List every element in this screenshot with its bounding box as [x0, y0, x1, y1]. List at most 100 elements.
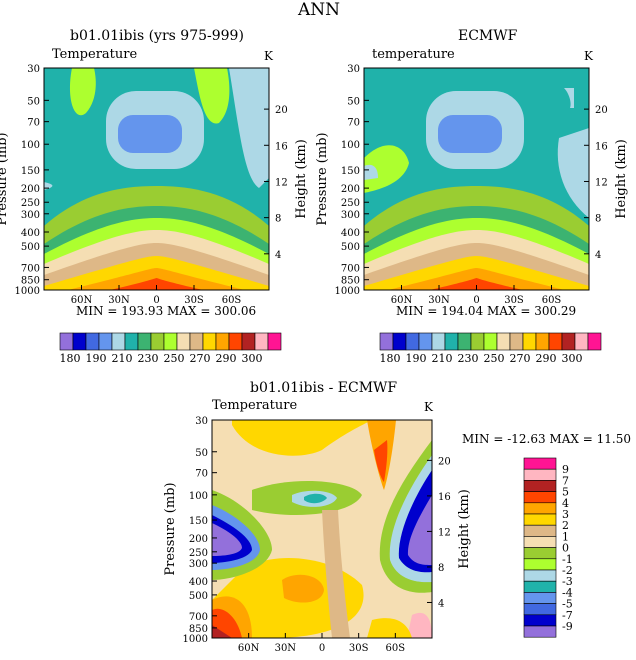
colorbar-swatch — [137, 332, 152, 351]
colorbar-swatch — [574, 332, 589, 351]
colorbar-swatch — [509, 332, 524, 351]
pressure-tick-label: 30 — [27, 64, 40, 75]
colorbar-swatch — [496, 332, 511, 351]
contour-patch — [282, 574, 324, 603]
colorbar-label: 9 — [562, 463, 569, 476]
colorbar-label: 270 — [510, 352, 531, 365]
colorbar-swatch — [523, 491, 557, 504]
colorbar-swatch — [215, 332, 230, 351]
pressure-tick-label: 100 — [341, 140, 360, 151]
panel2-field — [364, 68, 589, 290]
colorbar-label: 0 — [562, 542, 569, 555]
pressure-tick-label: 1000 — [15, 286, 40, 297]
colorbar-swatch — [444, 332, 459, 351]
contour-patch — [304, 493, 327, 504]
colorbar-swatch — [241, 332, 256, 351]
colorbar-label: 230 — [458, 352, 479, 365]
lat-tick-label: 30N — [428, 295, 450, 306]
colorbar-label: 230 — [138, 352, 159, 365]
panel2-units: K — [584, 49, 593, 63]
pressure-tick-label: 50 — [347, 96, 360, 107]
contour-patch — [364, 164, 378, 180]
colorbar-label: 4 — [562, 497, 569, 510]
right-axis-label: Height (km) — [294, 139, 309, 219]
contour-patch — [374, 440, 388, 482]
height-tick-label: 12 — [438, 527, 451, 538]
colorbar-swatch — [202, 332, 217, 351]
panel1-title: b01.01ibis (yrs 975-999) — [70, 28, 244, 44]
height-tick-label: 20 — [275, 105, 288, 116]
pressure-tick-label: 850 — [21, 276, 40, 287]
pressure-tick-label: 400 — [21, 228, 40, 239]
colorbar-label: -3 — [562, 575, 573, 588]
colorbar-label: -2 — [562, 564, 573, 577]
pressure-tick-label: 500 — [21, 242, 40, 253]
height-tick-label: 20 — [595, 105, 608, 116]
colorbar-swatch — [72, 332, 87, 351]
colorbar-swatch — [535, 332, 550, 351]
colorbar-swatch — [523, 547, 557, 560]
colorbar-label: 7 — [562, 474, 569, 487]
pressure-tick-label: 250 — [21, 198, 40, 209]
colorbar-swatch — [392, 332, 407, 351]
page-title: ANN — [298, 0, 341, 20]
colorbar-swatch — [483, 332, 498, 351]
pressure-tick-label: 70 — [347, 118, 360, 129]
pressure-tick-label: 300 — [341, 210, 360, 221]
left-axis-label: Pressure (mb) — [163, 482, 178, 575]
colorbar-swatch — [254, 332, 269, 351]
pressure-tick-label: 300 — [21, 210, 40, 221]
pressure-tick-label: 150 — [189, 516, 208, 527]
contour-patch — [564, 88, 574, 108]
panel1-units: K — [264, 49, 273, 63]
pressure-tick-label: 50 — [27, 96, 40, 107]
colorbar-swatch — [522, 332, 537, 351]
colorbar-label: 180 — [380, 352, 401, 365]
colorbar-swatch — [267, 332, 282, 351]
colorbar-swatch — [523, 536, 557, 548]
lat-tick-label: 60N — [391, 295, 413, 306]
contour-patch — [407, 495, 432, 565]
pressure-tick-label: 200 — [189, 534, 208, 545]
height-tick-label: 16 — [595, 141, 608, 152]
lat-tick-label: 60N — [71, 295, 93, 306]
colorbar-label: 190 — [86, 352, 107, 365]
contour-patch — [407, 612, 432, 638]
colorbar-swatch — [228, 332, 243, 351]
right-axis-label: Height (km) — [457, 489, 472, 569]
colorbar-swatch — [124, 332, 139, 351]
pressure-tick-label: 150 — [341, 166, 360, 177]
colorbar-swatch — [150, 332, 165, 351]
lat-tick-label: 0 — [319, 643, 325, 654]
height-tick-label: 8 — [595, 214, 601, 225]
panel3-variable: Temperature — [212, 398, 298, 413]
colorbar-swatch — [405, 332, 420, 351]
colorbar-swatch — [85, 332, 100, 351]
colorbar-label: 300 — [562, 352, 583, 365]
colorbar-label: 290 — [216, 352, 237, 365]
panel2-title: ECMWF — [458, 28, 518, 44]
colorbar-label: 300 — [242, 352, 263, 365]
pressure-tick-label: 700 — [189, 612, 208, 623]
colorbar-swatch — [523, 614, 557, 627]
colorbar-swatch — [163, 332, 178, 351]
contour-patch — [194, 68, 230, 124]
pressure-tick-label: 70 — [195, 469, 208, 480]
colorbar-swatch — [523, 502, 557, 515]
colorbar-swatch — [189, 332, 204, 351]
contour-patch — [232, 420, 372, 456]
pressure-tick-label: 700 — [21, 263, 40, 274]
contour-patch — [364, 145, 409, 193]
pressure-tick-label: 70 — [27, 118, 40, 129]
pressure-tick-label: 400 — [189, 577, 208, 588]
contour-patch — [212, 523, 242, 556]
colorbar-swatch — [431, 332, 446, 351]
colorbar-label: -5 — [562, 598, 573, 611]
colorbar-label: 270 — [190, 352, 211, 365]
colorbar-swatch — [548, 332, 563, 351]
height-tick-label: 16 — [438, 492, 451, 503]
panel1-minmax: MIN = 193.93 MAX = 300.06 — [76, 304, 257, 318]
panel1-variable: Temperature — [52, 47, 138, 62]
height-tick-label: 16 — [275, 141, 288, 152]
